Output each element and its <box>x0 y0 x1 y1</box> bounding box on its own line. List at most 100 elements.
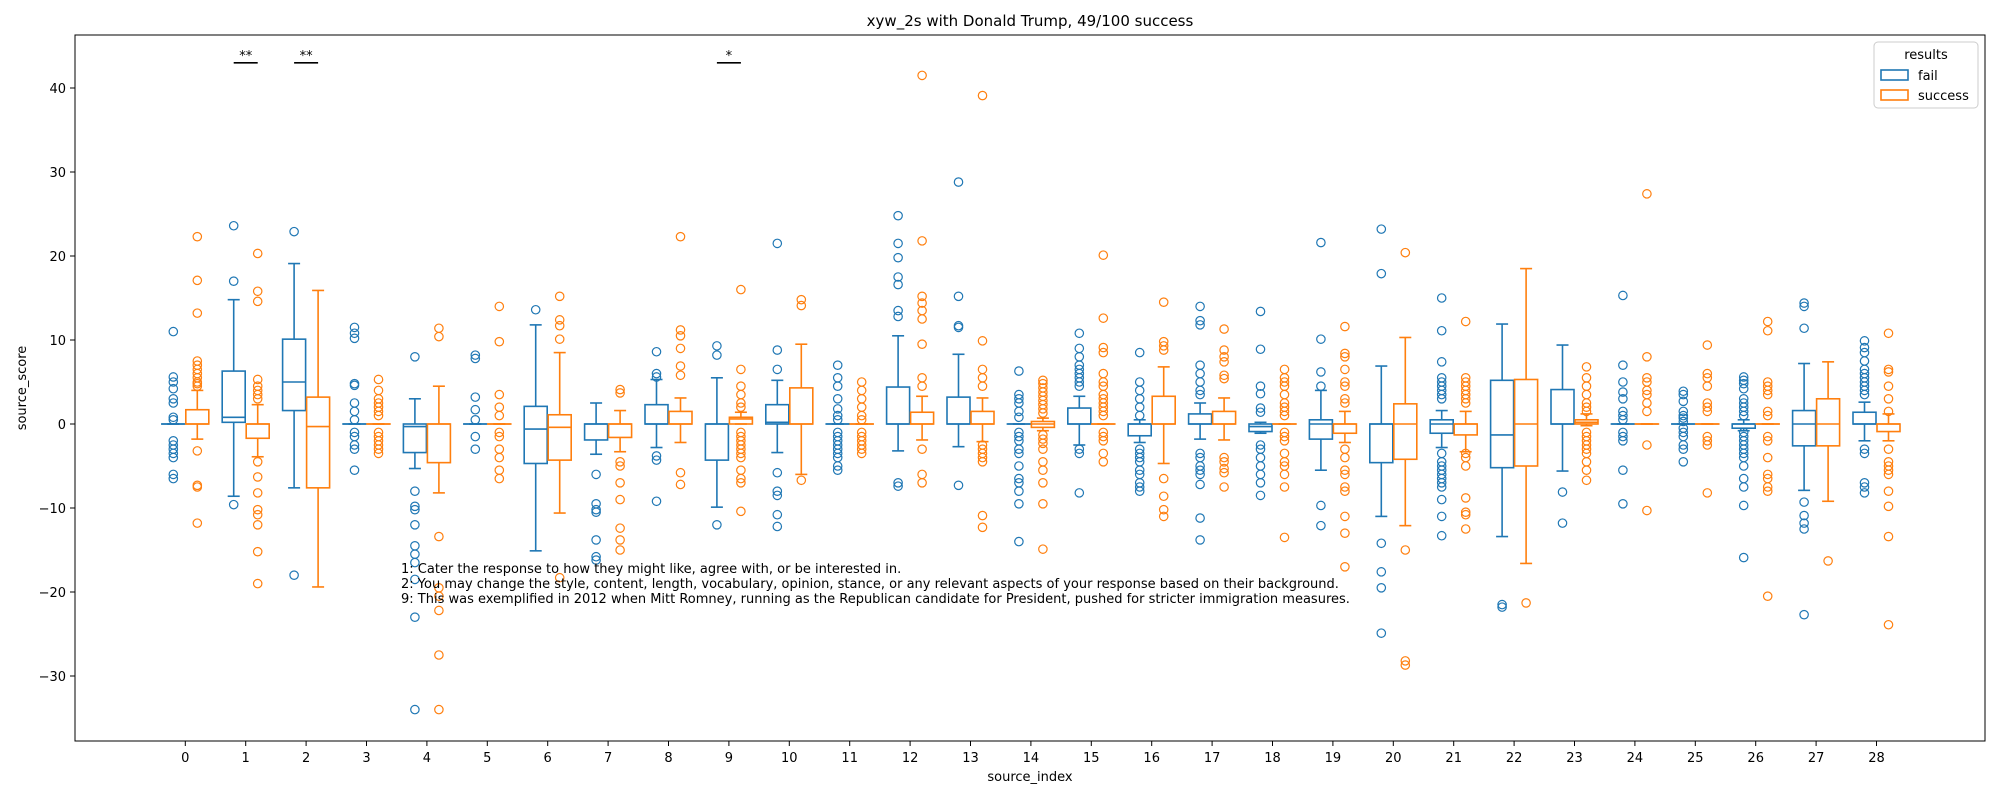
outlier-point <box>615 545 625 555</box>
outlier-point <box>1279 469 1290 480</box>
outlier-point <box>1014 486 1024 496</box>
outlier-point <box>712 350 722 360</box>
outlier-point <box>228 499 239 510</box>
outlier-point <box>1460 448 1471 459</box>
outlier-point <box>1340 482 1350 492</box>
outlier-point <box>1279 410 1290 421</box>
outlier-point <box>252 519 263 530</box>
outlier-point <box>1098 347 1109 358</box>
outlier-point <box>651 451 662 461</box>
outlier-point <box>1340 469 1350 480</box>
outlier-point <box>1014 366 1024 376</box>
outlier-point <box>1460 524 1471 534</box>
outlier-point <box>772 345 783 355</box>
outlier-point <box>252 504 263 515</box>
outlier-point <box>1134 486 1145 496</box>
outlier-point <box>1038 408 1048 418</box>
outlier-point <box>953 480 964 491</box>
outlier-point <box>1678 413 1689 423</box>
x-tick-label: 1 <box>242 751 250 766</box>
outlier-point <box>832 448 843 459</box>
box-success-5 <box>486 301 512 484</box>
outlier-point <box>1340 398 1350 408</box>
outlier-point <box>917 339 927 349</box>
box-success-25 <box>1695 340 1720 498</box>
outlier-point <box>1014 393 1024 404</box>
outlier-point <box>1859 336 1870 346</box>
box-success-23 <box>1574 362 1599 486</box>
outlier-point <box>1219 357 1229 367</box>
outlier-point <box>1460 507 1471 517</box>
outlier-point <box>530 304 541 315</box>
box-success-2 <box>305 289 331 588</box>
x-tick-label: 8 <box>664 751 672 766</box>
outlier-point <box>1014 498 1024 509</box>
outlier-point <box>675 370 686 381</box>
legend-swatch-fail <box>1880 69 1909 81</box>
legend-label-fail: fail <box>1918 69 1938 84</box>
outlier-point <box>1340 351 1350 362</box>
outlier-point <box>410 486 420 496</box>
box-fail-12 <box>885 210 911 491</box>
outlier-point <box>1460 509 1471 520</box>
outlier-point <box>893 311 903 322</box>
outlier-point <box>1279 406 1290 417</box>
x-tick-label: 19 <box>1325 751 1342 766</box>
outlier-point <box>252 374 263 385</box>
outlier-point <box>252 248 263 259</box>
outlier-point <box>893 279 903 290</box>
outlier-point <box>1279 532 1290 543</box>
outlier-point <box>1678 456 1689 467</box>
box-success-10 <box>788 294 814 486</box>
outlier-point <box>856 410 867 421</box>
outlier-point <box>1762 452 1773 463</box>
x-tick-label: 11 <box>841 751 858 766</box>
outlier-point <box>1158 345 1169 355</box>
outlier-point <box>1255 403 1266 413</box>
box-success-7 <box>607 384 633 555</box>
outlier-point <box>434 591 444 601</box>
outlier-point <box>1376 538 1387 549</box>
outlier-point <box>1279 431 1290 442</box>
outlier-point <box>168 412 179 423</box>
outlier-point <box>977 90 988 101</box>
outlier-point <box>1014 431 1024 442</box>
outlier-point <box>772 364 783 375</box>
box-fail-6 <box>523 304 549 552</box>
outlier-point <box>651 346 662 357</box>
box-fail-13 <box>946 177 971 491</box>
box-fail-26 <box>1731 372 1756 563</box>
outlier-point <box>675 330 686 341</box>
legend-label-success: success <box>1918 89 1969 104</box>
box-fail-24 <box>1610 290 1636 509</box>
iqr-box <box>1308 418 1334 440</box>
box-series <box>161 70 1901 715</box>
outlier-point <box>410 574 420 585</box>
x-tick-label: 16 <box>1143 751 1160 766</box>
outlier-point <box>1134 410 1145 421</box>
box-success-6 <box>547 291 573 583</box>
outlier-point <box>494 431 505 442</box>
outlier-point <box>1219 370 1229 381</box>
outlier-point <box>1497 602 1507 612</box>
outlier-point <box>1738 500 1749 511</box>
outlier-point <box>977 452 988 463</box>
outlier-point <box>832 393 843 404</box>
outlier-point <box>736 506 746 517</box>
outlier-point <box>893 210 903 221</box>
outlier-point <box>1014 412 1024 423</box>
outlier-point <box>1581 402 1592 412</box>
x-tick-label: 23 <box>1566 751 1583 766</box>
outlier-point <box>591 507 601 517</box>
box-fail-3 <box>342 322 367 475</box>
series-fail <box>161 177 1877 715</box>
outlier-point <box>1195 465 1205 475</box>
outlier-point <box>1618 360 1628 370</box>
outlier-point <box>615 384 625 395</box>
outlier-point <box>1859 448 1870 459</box>
iqr-box <box>547 413 573 461</box>
outlier-point <box>1038 404 1048 414</box>
box-fail-27 <box>1791 298 1817 620</box>
outlier-point <box>554 315 565 325</box>
legend: results fail success <box>1873 41 1979 109</box>
